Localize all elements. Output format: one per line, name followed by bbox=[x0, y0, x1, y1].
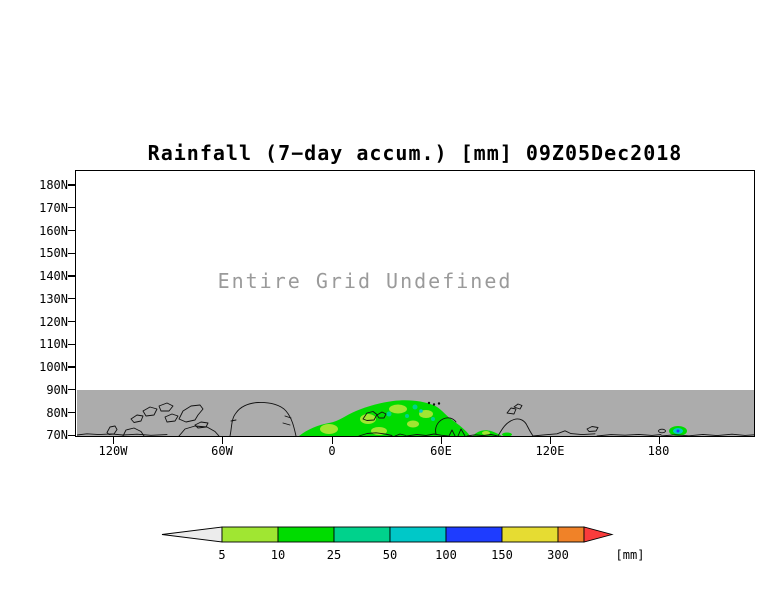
colorbar-arrow-right bbox=[583, 526, 614, 543]
colorbar-segment bbox=[333, 526, 391, 543]
y-tick-label: 100N bbox=[39, 360, 68, 374]
axis-tick bbox=[68, 411, 75, 414]
axis-tick bbox=[68, 252, 75, 254]
axis-tick bbox=[68, 389, 75, 391]
axis-tick bbox=[68, 343, 75, 345]
axis-tick bbox=[68, 366, 75, 368]
axis-tick bbox=[332, 437, 334, 444]
axis-tick bbox=[658, 437, 660, 444]
axis-tick bbox=[222, 437, 224, 444]
undefined-grid-label: Entire Grid Undefined bbox=[217, 269, 513, 293]
y-tick-label: 80N bbox=[46, 405, 68, 420]
x-tick-label: 60E bbox=[430, 444, 452, 458]
y-tick-label: 90N bbox=[46, 382, 68, 397]
colorbar-tick-label: 25 bbox=[326, 548, 342, 562]
small-islands bbox=[427, 401, 440, 406]
colorbar-tick-label: 150 bbox=[491, 548, 513, 562]
axis-tick bbox=[68, 207, 75, 209]
plot-area bbox=[75, 170, 755, 437]
colorbar-unit-label: [mm] bbox=[615, 548, 645, 562]
y-tick-label: 120N bbox=[39, 314, 68, 329]
rainfall-shading bbox=[298, 399, 687, 436]
y-tick-label: 170N bbox=[39, 200, 68, 215]
axis-tick bbox=[68, 275, 75, 277]
x-tick-label: 120E bbox=[535, 444, 565, 458]
x-tick-label: 180 bbox=[647, 444, 670, 458]
axis-tick bbox=[550, 437, 552, 444]
coastlines bbox=[76, 401, 754, 436]
colorbar-tick-label: 50 bbox=[382, 548, 398, 562]
y-tick-label: 180N bbox=[39, 178, 68, 192]
chart-title: Rainfall (7−day accum.) [mm] 09Z05Dec201… bbox=[147, 141, 683, 165]
map-band bbox=[76, 389, 754, 436]
axis-tick bbox=[68, 298, 75, 300]
y-tick-label: 160N bbox=[39, 223, 68, 238]
axis-tick bbox=[113, 437, 115, 444]
colorbar-segment bbox=[501, 526, 559, 543]
colorbar-tick-label: 5 bbox=[218, 548, 226, 562]
colorbar-segment bbox=[277, 526, 335, 543]
y-tick-label: 110N bbox=[39, 337, 68, 352]
colorbar-tick-label: 100 bbox=[435, 548, 457, 562]
y-tick-label: 150N bbox=[39, 246, 68, 261]
axis-tick bbox=[68, 321, 75, 323]
colorbar bbox=[161, 526, 614, 543]
axis-tick bbox=[441, 437, 443, 444]
axis-tick bbox=[68, 434, 75, 436]
axis-tick bbox=[68, 230, 75, 232]
colorbar-tick-label: 10 bbox=[270, 548, 286, 562]
colorbar-segment bbox=[389, 526, 447, 543]
x-tick-label: 0 bbox=[328, 444, 336, 458]
y-tick-label: 140N bbox=[39, 269, 68, 283]
y-tick-label: 130N bbox=[39, 291, 68, 306]
colorbar-segment bbox=[445, 526, 503, 543]
colorbar-tick-label: 300 bbox=[547, 548, 569, 562]
x-tick-label: 120W bbox=[98, 444, 128, 458]
colorbar-segment bbox=[221, 526, 279, 543]
y-tick-label: 70N bbox=[46, 428, 68, 443]
colorbar-segment bbox=[557, 526, 585, 543]
colorbar-arrow-left bbox=[161, 526, 223, 543]
axis-tick bbox=[68, 184, 75, 186]
x-tick-label: 60W bbox=[211, 444, 233, 458]
